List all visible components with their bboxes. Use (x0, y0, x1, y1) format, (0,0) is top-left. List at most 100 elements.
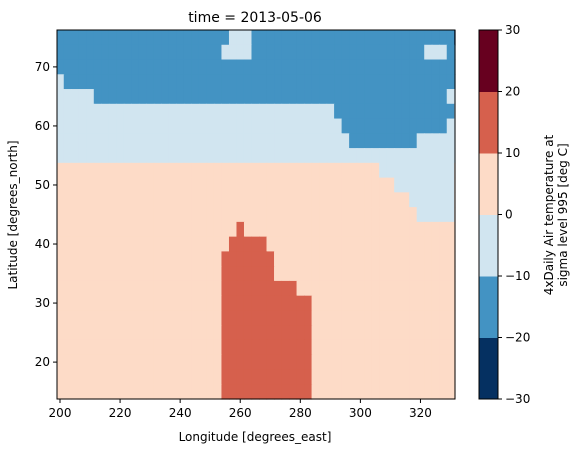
heatmap-cell (326, 59, 335, 75)
heatmap-cell (101, 177, 110, 193)
heatmap-cell (394, 177, 403, 193)
heatmap-cell (304, 177, 313, 193)
heatmap-cell (401, 30, 410, 46)
heatmap-cell (191, 207, 200, 223)
heatmap-cell (93, 148, 102, 164)
heatmap-cell (409, 162, 418, 179)
heatmap-cell (93, 89, 102, 105)
heatmap-cell (289, 295, 298, 312)
heatmap-cell (228, 133, 238, 149)
heatmap-cell (319, 207, 328, 223)
heatmap-cell (198, 44, 208, 61)
heatmap-cell (138, 266, 147, 282)
heatmap-cell (86, 118, 95, 134)
heatmap-cell (371, 44, 380, 61)
heatmap-cell (213, 177, 223, 193)
heatmap-cell (123, 148, 132, 164)
heatmap-cell (259, 266, 268, 282)
heatmap-cell (259, 177, 268, 193)
heatmap-cell (101, 207, 110, 223)
heatmap-cell (349, 384, 358, 400)
heatmap-cell (379, 74, 388, 90)
heatmap-cell (168, 280, 177, 297)
heatmap-cell (131, 192, 140, 208)
heatmap-cell (108, 325, 117, 341)
heatmap-cell (57, 162, 65, 179)
heatmap-cell (439, 325, 448, 341)
heatmap-cell (168, 339, 177, 356)
heatmap-cell (101, 295, 110, 312)
heatmap-cell (446, 295, 455, 312)
heatmap-cell (446, 148, 455, 164)
heatmap-cell (206, 266, 215, 282)
heatmap-cell (386, 325, 395, 341)
heatmap-cell (446, 162, 455, 179)
heatmap-cell (243, 384, 253, 400)
heatmap-cell (161, 74, 170, 90)
heatmap-cell (424, 354, 433, 371)
heatmap-cell (101, 280, 110, 297)
heatmap-cell (213, 339, 223, 356)
heatmap-cell (394, 266, 403, 282)
heatmap-cell (78, 354, 87, 371)
heatmap-cell (228, 295, 238, 312)
heatmap-cell (183, 325, 193, 341)
heatmap-cell (191, 103, 200, 120)
heatmap-cell (57, 59, 65, 75)
heatmap-cell (176, 162, 185, 179)
heatmap-cell (138, 118, 147, 134)
heatmap-cell (123, 74, 132, 90)
heatmap-cell (341, 221, 350, 238)
heatmap-cell (356, 103, 365, 120)
heatmap-cell (311, 118, 320, 134)
heatmap-cell (198, 133, 208, 149)
colorbar-segment (479, 214, 498, 277)
heatmap-cell (243, 103, 253, 120)
heatmap-cell (161, 59, 170, 75)
heatmap-cell (146, 310, 155, 326)
heatmap-cell (371, 339, 380, 356)
heatmap-cell (409, 30, 418, 46)
heatmap-cell (416, 192, 425, 208)
heatmap-cell (446, 310, 455, 326)
heatmap-cell (371, 369, 380, 385)
heatmap-cell (116, 162, 125, 179)
heatmap-cell (198, 266, 208, 282)
heatmap-cell (228, 89, 238, 105)
heatmap-cell (364, 177, 373, 193)
heatmap-cell (356, 339, 365, 356)
heatmap-cell (379, 236, 388, 252)
heatmap-cell (356, 295, 365, 312)
heatmap-cell (281, 221, 290, 238)
heatmap-cell (394, 148, 403, 164)
heatmap-cell (123, 118, 132, 134)
heatmap-cell (409, 280, 418, 297)
heatmap-cell (356, 369, 365, 385)
heatmap-cell (78, 207, 87, 223)
heatmap-cell (63, 177, 72, 193)
heatmap-cell (311, 339, 320, 356)
heatmap-cell (71, 354, 80, 371)
heatmap-cell (243, 207, 253, 223)
heatmap-cell (326, 221, 335, 238)
heatmap-cell (304, 339, 313, 356)
heatmap-cell (183, 384, 193, 400)
heatmap-cell (281, 103, 290, 120)
heatmap-cell (131, 59, 140, 75)
heatmap-cell (296, 162, 305, 179)
heatmap-cell (394, 221, 403, 238)
heatmap-cell (394, 369, 403, 385)
heatmap-cell (326, 266, 335, 282)
heatmap-cell (394, 354, 403, 371)
heatmap-cell (409, 118, 418, 134)
heatmap-cell (168, 162, 177, 179)
heatmap-cell (266, 236, 275, 252)
heatmap-cell (281, 384, 290, 400)
heatmap-cell (319, 192, 328, 208)
heatmap-cell (319, 118, 328, 134)
heatmap-cell (281, 74, 290, 90)
heatmap-cell (409, 89, 418, 105)
heatmap-cell (326, 280, 335, 297)
heatmap-cell (213, 354, 223, 371)
heatmap-cell (198, 280, 208, 297)
